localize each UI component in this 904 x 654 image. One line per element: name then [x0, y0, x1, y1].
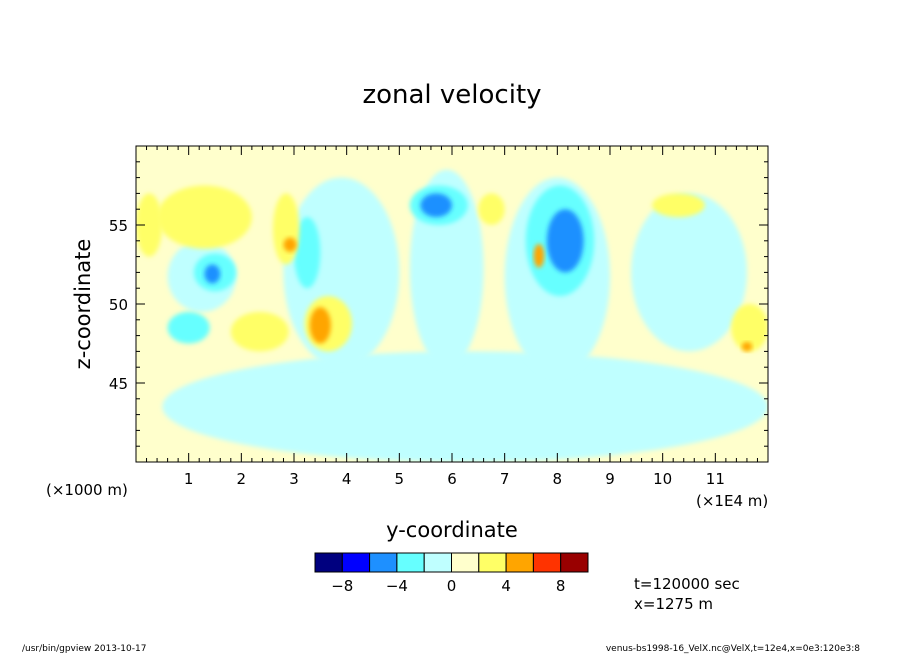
- x-ticks: 1 2 3 4 5 6 7 8 9 10 11: [135, 146, 769, 488]
- x-tick-label: 3: [289, 470, 299, 488]
- contour-region: [546, 209, 584, 273]
- x-tick-label: 2: [237, 470, 247, 488]
- x-tick-label: 7: [500, 470, 510, 488]
- x-tick-label: 11: [706, 470, 725, 488]
- footer-left: /usr/bin/gpview 2013-10-17: [22, 644, 146, 654]
- contour-region: [167, 311, 210, 344]
- contour-regions: [136, 169, 768, 462]
- contour-region: [272, 193, 300, 265]
- contour-region: [157, 185, 252, 249]
- contour-region: [309, 307, 331, 344]
- x-tick-label: 8: [553, 470, 563, 488]
- contour-region: [631, 193, 747, 352]
- colorbar-swatch: [478, 552, 507, 573]
- contour-region: [478, 193, 505, 225]
- colorbar: −8 −4 0 4 8: [314, 552, 589, 595]
- x-tick-label: 9: [605, 470, 615, 488]
- y-tick-label: 50: [109, 296, 128, 314]
- x-units-label: (×1000 m): [46, 481, 128, 499]
- time-label: t=120000 sec: [634, 575, 740, 593]
- colorbar-swatch: [396, 552, 425, 573]
- contour-region: [420, 193, 453, 218]
- x-axis-label: y-coordinate: [386, 518, 518, 542]
- contour-region: [283, 237, 297, 252]
- contour-region: [652, 193, 705, 218]
- colorbar-tick-label: 0: [447, 577, 457, 595]
- x-tick-label: 5: [395, 470, 405, 488]
- colorbar-swatch: [505, 552, 534, 573]
- y-tick-label: 55: [109, 217, 128, 235]
- x-tick-label: 4: [342, 470, 352, 488]
- x-scale-note: (×1E4 m): [696, 492, 768, 510]
- contour-region: [230, 311, 289, 352]
- colorbar-swatch: [532, 552, 562, 573]
- x-tick-label: 6: [447, 470, 457, 488]
- contour-region: [533, 243, 545, 268]
- chart-title: zonal velocity: [362, 80, 541, 110]
- contour-region: [162, 351, 768, 462]
- contour-region: [741, 341, 753, 352]
- x-position-label: x=1275 m: [634, 595, 713, 613]
- x-tick-label: 10: [653, 470, 672, 488]
- contour-region: [204, 264, 221, 284]
- footer-right: venus-bs1998-16_VelX.nc@VelX,t=12e4,x=0e…: [606, 644, 860, 654]
- colorbar-tick-label: −8: [331, 577, 353, 595]
- colorbar-tick-label: 4: [501, 577, 511, 595]
- colorbar-swatch: [369, 552, 398, 573]
- colorbar-swatch: [314, 552, 343, 573]
- colorbar-swatch: [560, 552, 589, 573]
- contour-region: [136, 193, 163, 257]
- x-tick-label: 1: [184, 470, 194, 488]
- y-axis-label: z-coordinate: [71, 239, 95, 370]
- colorbar-tick-label: 8: [556, 577, 566, 595]
- y-tick-label: 45: [109, 375, 128, 393]
- y-ticks: 45 50 55: [109, 145, 768, 463]
- contour-region: [731, 304, 768, 352]
- colorbar-tick-label: −4: [386, 577, 408, 595]
- colorbar-swatch: [451, 552, 480, 573]
- contour-region: [294, 217, 321, 289]
- colorbar-swatch: [341, 552, 371, 573]
- colorbar-swatch: [423, 552, 453, 573]
